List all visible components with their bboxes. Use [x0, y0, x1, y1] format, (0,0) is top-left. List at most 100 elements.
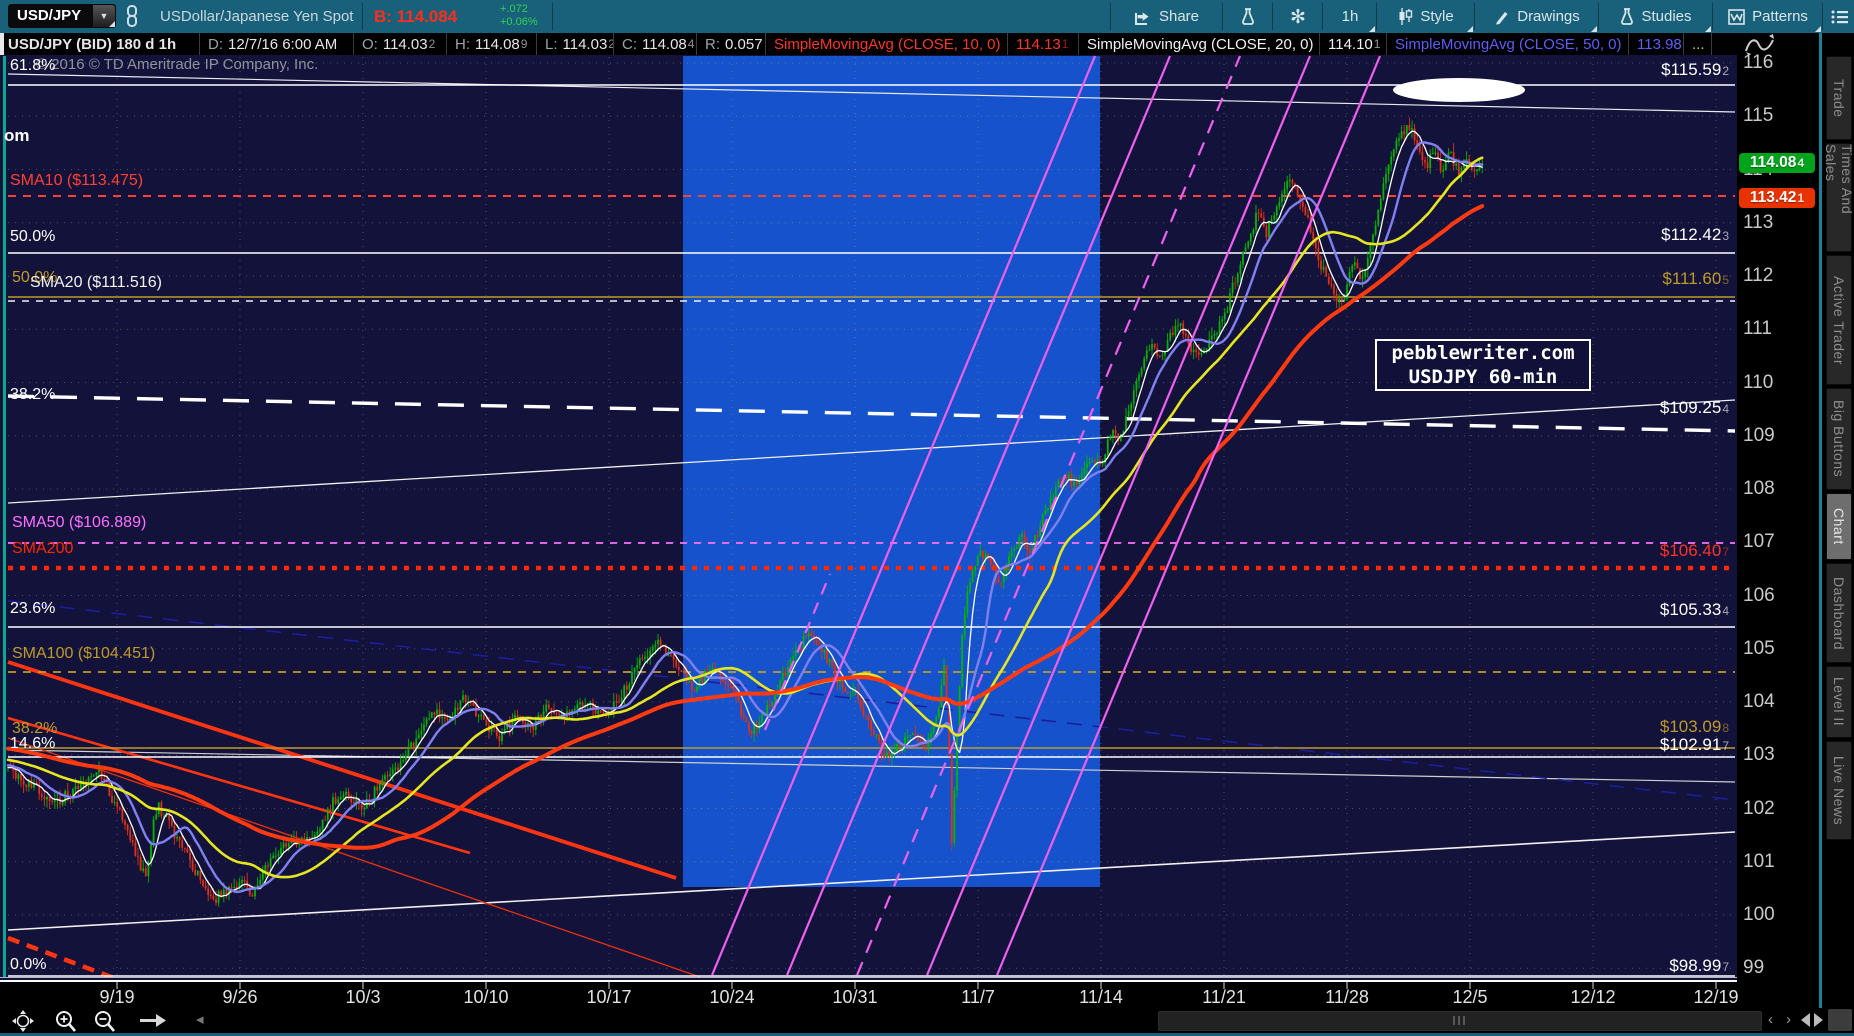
sidebar-tab-chart[interactable]: Chart — [1826, 493, 1852, 560]
pan-tool-icon[interactable] — [12, 1010, 34, 1032]
bottom-toolbar: ◂ ‹ › — [0, 1008, 1854, 1033]
menu-button[interactable] — [1826, 0, 1854, 33]
quick-study-button[interactable] — [1224, 0, 1272, 33]
price-tick: 110 — [1743, 371, 1774, 393]
scrollbar-grip — [1453, 1016, 1467, 1025]
ohlc-field: O: 114.03 2 — [354, 33, 447, 55]
right-gadget-tabs: Trade Times And Sales Active Trader Big But… — [1823, 33, 1854, 1008]
level-label: 50.0% — [12, 269, 58, 286]
price-tick: 109 — [1743, 424, 1775, 446]
bid-price: B: 114.084 — [374, 7, 458, 26]
price-chart-canvas[interactable] — [0, 55, 1737, 1008]
studies-button[interactable]: Studies — [1600, 0, 1712, 33]
date-tick: 11/14 — [1079, 987, 1123, 1007]
pencil-icon — [1496, 11, 1508, 24]
study-name: SimpleMovingAvg (CLOSE, 20, 0) — [1079, 33, 1320, 55]
date-tick: 12/19 — [1693, 987, 1739, 1007]
symbol-selector[interactable]: USD/JPY ▼ — [8, 4, 116, 28]
zoom-out-icon[interactable] — [93, 1010, 117, 1034]
sidebar-tab-times-and-sales[interactable]: Times And Sales — [1823, 143, 1854, 252]
gear-icon: ✻ — [1290, 5, 1306, 28]
date-tick: 10/17 — [586, 987, 632, 1007]
chart-data-header: USD/JPY (BID) 180 d 1h D: 12/7/16 6:00 AM… — [0, 33, 1737, 55]
price-tick: 115 — [1743, 105, 1774, 127]
level-price-label: $103.098 — [1659, 717, 1729, 736]
level-label: 38.2% — [10, 386, 56, 403]
price-axis[interactable]: 1161151141131121111101091081071061051041… — [1737, 52, 1819, 1008]
price-tick: 113 — [1743, 211, 1774, 233]
corner-triangle-icon — [1705, 26, 1711, 32]
scroll-left-button[interactable]: ‹ — [1768, 1011, 1773, 1028]
date-tick: 11/7 — [961, 987, 995, 1007]
zoom-in-icon[interactable] — [54, 1010, 78, 1034]
drawings-button[interactable]: Drawings — [1476, 0, 1598, 33]
annotation-label-box[interactable]: pebblewriter.com USDJPY 60-min — [1375, 339, 1591, 391]
corner-triangle-icon — [1815, 26, 1821, 32]
level-label: SMA100 ($104.451) — [12, 645, 156, 662]
symbol-label: USD/JPY — [17, 7, 82, 24]
symbol-description: USDollar/Japanese Yen Spot — [160, 8, 354, 25]
sidebar-tab-big-buttons[interactable]: Big Buttons — [1826, 388, 1852, 490]
sidebar-tab-trade[interactable]: Trade — [1826, 56, 1852, 140]
level-label: SMA20 ($111.516) — [30, 274, 162, 291]
sidebar-tab-level-ii[interactable]: Level II — [1826, 666, 1852, 738]
level-label: 23.6% — [10, 600, 56, 617]
expand-horizontal-icon[interactable] — [1801, 1013, 1823, 1027]
price-tick: 111 — [1743, 318, 1772, 340]
price-tick: 101 — [1743, 850, 1775, 872]
date-tick: 9/19 — [99, 987, 135, 1007]
study-name: SimpleMovingAvg (CLOSE, 10, 0) — [766, 33, 1008, 55]
price-tick: 102 — [1743, 797, 1775, 819]
price-tick: 106 — [1743, 584, 1775, 606]
price-tick: 104 — [1743, 691, 1775, 712]
level-label: SMA10 ($113.475) — [10, 172, 144, 189]
resize-corner-button[interactable] — [1828, 1009, 1852, 1031]
study-value: 114.10 1 — [1320, 33, 1387, 55]
level-label: 38.2% — [12, 720, 58, 737]
date-tick: 10/3 — [345, 987, 381, 1007]
level-label: 50.0% — [10, 228, 56, 245]
timeframe-button[interactable]: 1h — [1324, 0, 1376, 33]
date-tick: 11/28 — [1325, 987, 1369, 1007]
sidebar-tab-dashboard[interactable]: Dashboard — [1826, 563, 1852, 663]
corner-triangle-icon — [1369, 26, 1375, 32]
level-label: 0.0% — [10, 956, 47, 973]
ohlc-field: C: 114.08 4 — [614, 33, 697, 55]
flask-icon — [1242, 8, 1254, 25]
sidebar-tab-active-trader[interactable]: Active Trader — [1826, 255, 1852, 385]
share-icon — [1134, 11, 1149, 25]
price-tick: 112 — [1743, 265, 1774, 286]
last-price-badge: 114.08 4 — [1739, 153, 1815, 173]
level-price-label: $111.605 — [1662, 269, 1729, 288]
patterns-button[interactable]: Patterns — [1714, 0, 1822, 33]
price-tick: 99 — [1743, 957, 1765, 979]
window-edge — [0, 1033, 1854, 1036]
ohlc-field: R: 0.057 — [697, 33, 766, 55]
horizontal-scrollbar[interactable] — [1158, 1011, 1762, 1031]
collapse-left-icon[interactable]: ◂ — [196, 1011, 204, 1028]
date-tick: 9/26 — [222, 987, 258, 1007]
level-price-label: $102.917 — [1659, 735, 1729, 754]
price-tick: 116 — [1743, 52, 1774, 73]
link-icon[interactable] — [124, 5, 140, 28]
chart-title: USD/JPY (BID) 180 d 1h — [0, 33, 200, 55]
price-tick: 107 — [1743, 531, 1775, 553]
chart-plot-area[interactable]: © 2016 © TD Ameritrade IP Company, Inc. … — [0, 55, 1739, 1008]
level-price-label: $109.254 — [1659, 398, 1729, 417]
date-tick: 12/5 — [1452, 987, 1488, 1007]
sidebar-tab-live-news[interactable]: Live News — [1826, 741, 1852, 840]
level-label: SMA50 ($106.889) — [12, 514, 147, 531]
style-button[interactable]: Style — [1378, 0, 1474, 33]
date-tick: 10/24 — [709, 987, 755, 1007]
share-button[interactable]: Share — [1112, 0, 1222, 33]
level-price-label: $105.334 — [1659, 600, 1729, 619]
price-tick: 105 — [1743, 637, 1775, 659]
level-label: 61.8% — [10, 57, 56, 74]
price-tick: 108 — [1743, 478, 1775, 499]
hamburger-menu-icon — [1831, 10, 1848, 23]
date-tick: 10/31 — [832, 987, 878, 1007]
scroll-right-button[interactable]: › — [1786, 1011, 1791, 1028]
fast-forward-icon[interactable] — [140, 1014, 166, 1027]
settings-button[interactable]: ✻ — [1274, 0, 1322, 33]
